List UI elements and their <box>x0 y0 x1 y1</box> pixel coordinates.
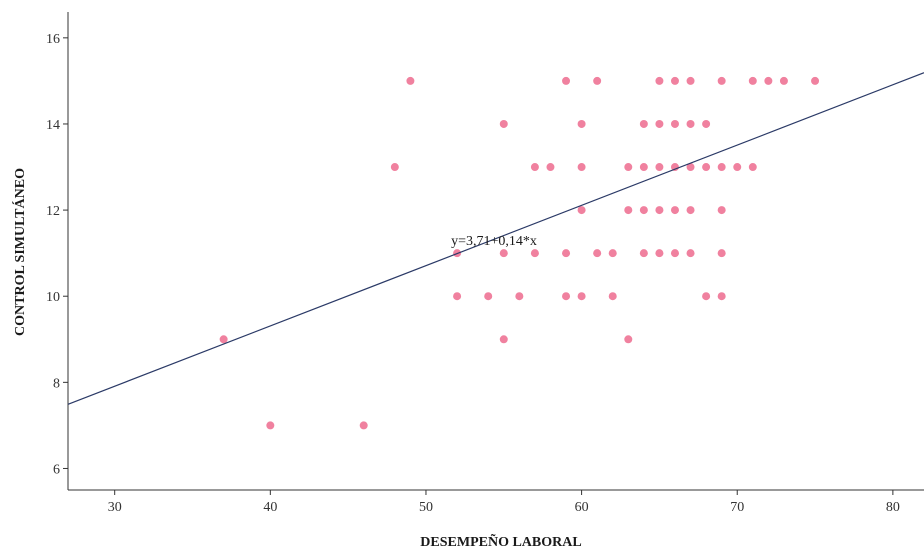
data-point <box>811 76 820 85</box>
data-point <box>717 249 726 258</box>
data-point <box>608 292 617 301</box>
data-point <box>655 119 664 128</box>
data-point <box>546 163 555 172</box>
x-tick-label: 40 <box>263 500 277 515</box>
x-tick-label: 50 <box>419 500 433 515</box>
x-axis-title: DESEMPEÑO LABORAL <box>420 532 581 550</box>
data-point <box>577 292 586 301</box>
x-tick-label: 60 <box>575 500 589 515</box>
data-points <box>219 76 820 430</box>
regression-line <box>67 72 924 405</box>
data-point <box>686 119 695 128</box>
data-point <box>624 163 633 172</box>
data-point <box>515 292 524 301</box>
data-point <box>266 421 275 430</box>
data-point <box>530 163 539 172</box>
data-point <box>499 119 508 128</box>
data-point <box>686 76 695 85</box>
data-point <box>639 119 648 128</box>
data-point <box>219 335 228 344</box>
data-point <box>639 163 648 172</box>
data-point <box>577 206 586 215</box>
y-tick-label: 12 <box>46 204 60 219</box>
x-tick-label: 30 <box>108 500 122 515</box>
data-point <box>717 76 726 85</box>
data-point <box>702 292 711 301</box>
data-point <box>655 206 664 215</box>
y-axis-title: CONTROL SIMULTÁNEO <box>11 168 28 336</box>
data-point <box>670 119 679 128</box>
data-point <box>577 119 586 128</box>
data-point <box>593 76 602 85</box>
data-point <box>624 335 633 344</box>
data-point <box>670 206 679 215</box>
x-tick-label: 80 <box>886 500 900 515</box>
data-point <box>686 249 695 258</box>
data-point <box>499 335 508 344</box>
data-point <box>453 292 462 301</box>
data-point <box>562 292 571 301</box>
data-point <box>655 76 664 85</box>
data-point <box>608 249 617 258</box>
data-point <box>359 421 368 430</box>
y-tick-label: 10 <box>46 290 60 305</box>
data-point <box>562 76 571 85</box>
data-point <box>655 249 664 258</box>
data-point <box>655 163 664 172</box>
data-point <box>717 206 726 215</box>
data-point <box>748 163 757 172</box>
data-point <box>406 76 415 85</box>
data-point <box>686 206 695 215</box>
y-tick-label: 16 <box>46 32 60 47</box>
data-point <box>717 292 726 301</box>
y-tick-label: 6 <box>53 462 60 477</box>
data-point <box>702 119 711 128</box>
data-point <box>702 163 711 172</box>
y-tick-label: 14 <box>46 118 60 133</box>
data-point <box>639 206 648 215</box>
x-ticks: 30 40 50 60 70 80 <box>108 490 900 515</box>
data-point <box>624 206 633 215</box>
data-point <box>733 163 742 172</box>
data-point <box>639 249 648 258</box>
axes <box>67 12 924 491</box>
data-point <box>748 76 757 85</box>
data-point <box>530 249 539 258</box>
data-point <box>670 249 679 258</box>
data-point <box>390 163 399 172</box>
data-point <box>686 163 695 172</box>
regression-equation-label: y=3,71+0,14*x <box>451 234 537 249</box>
x-tick-label: 70 <box>730 500 744 515</box>
y-ticks: 6 8 10 12 14 16 <box>46 32 68 477</box>
data-point <box>562 249 571 258</box>
data-point <box>499 249 508 258</box>
data-point <box>577 163 586 172</box>
data-point <box>779 76 788 85</box>
y-tick-label: 8 <box>53 376 60 391</box>
data-point <box>484 292 493 301</box>
data-point <box>764 76 773 85</box>
data-point <box>717 163 726 172</box>
data-point <box>593 249 602 258</box>
data-point <box>670 76 679 85</box>
